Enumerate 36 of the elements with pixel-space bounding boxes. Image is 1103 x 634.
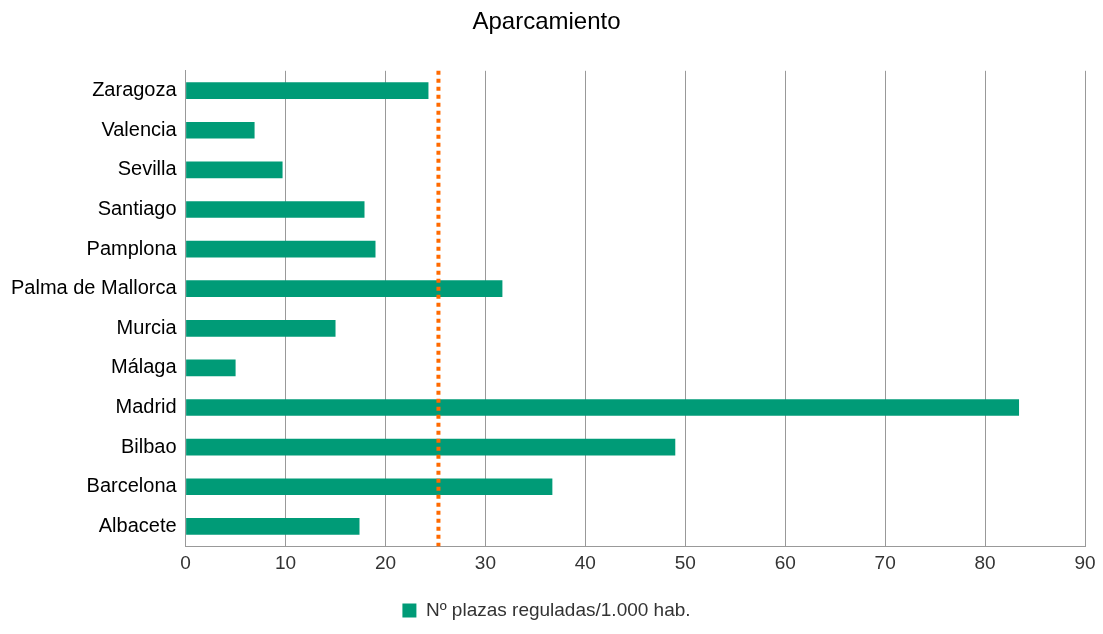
y-tick-label: Valencia [101, 117, 178, 140]
y-tick-label: Zaragoza [92, 78, 178, 101]
y-tick-label: Bilbao [121, 434, 177, 457]
x-tick-label: 20 [374, 551, 397, 573]
y-tick-label: Madrid [115, 395, 177, 418]
bar [186, 280, 503, 298]
bar [186, 82, 429, 99]
y-tick-label: Santiago [97, 196, 177, 219]
bar [186, 399, 1020, 416]
bar [186, 518, 360, 535]
x-tick-label: 30 [474, 551, 496, 573]
x-tick-label: 90 [1074, 551, 1096, 573]
bar [186, 319, 336, 337]
bar [186, 478, 553, 496]
chart-title: Aparcamiento [472, 7, 621, 35]
legend-label: Nº plazas reguladas/1.000 hab. [425, 598, 691, 620]
y-tick-label: Málaga [111, 355, 178, 378]
bar [186, 240, 376, 258]
y-tick-label: Sevilla [117, 157, 178, 180]
x-tick-label: 10 [274, 551, 297, 573]
y-tick-label: Palma de Mallorca [11, 276, 178, 299]
y-tick-label: Pamplona [86, 236, 178, 259]
bar [186, 201, 365, 218]
bar [186, 161, 283, 179]
x-tick-label: 40 [574, 551, 596, 573]
y-tick-label: Barcelona [86, 474, 178, 497]
x-tick-label: 80 [974, 551, 996, 573]
y-tick-label: Murcia [116, 315, 178, 338]
bar [186, 359, 236, 377]
bar [186, 438, 676, 456]
x-tick-label: 60 [774, 551, 796, 573]
x-tick-label: 0 [180, 551, 191, 573]
bar [186, 121, 255, 139]
x-tick-label: 50 [674, 551, 696, 573]
x-tick-label: 70 [874, 551, 896, 573]
y-tick-label: Albacete [98, 513, 177, 536]
